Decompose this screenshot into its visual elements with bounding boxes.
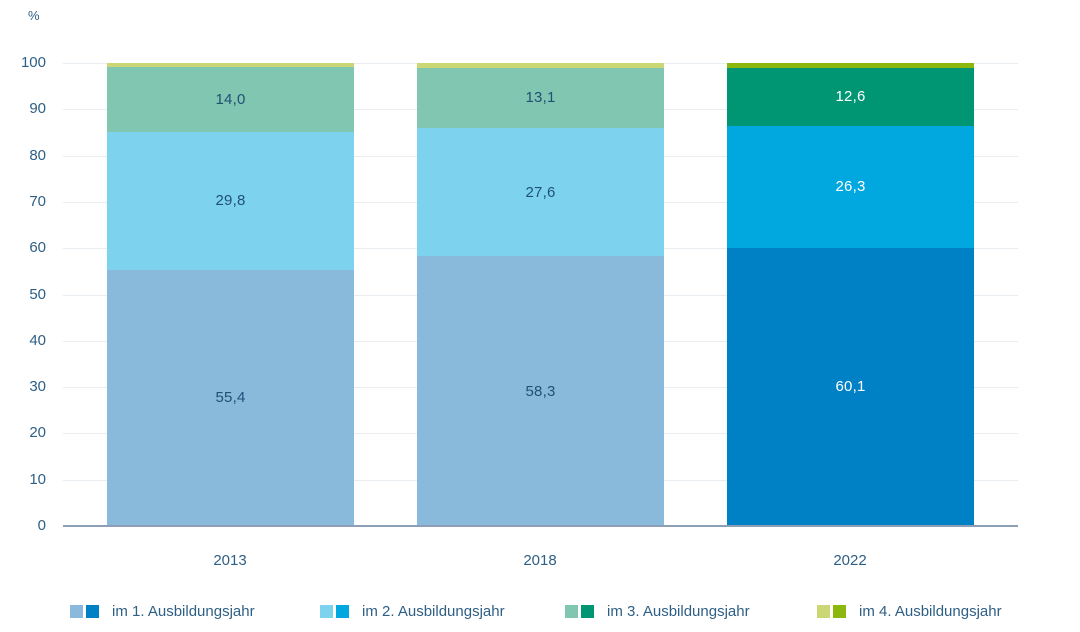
legend-swatch-dark-icon (833, 604, 846, 618)
y-tick-label-10: 10 (29, 470, 46, 488)
bar-segment-2022-series-3: 12,6 (727, 67, 974, 126)
bar-segment-2022-series-1: 60,1 (727, 247, 974, 526)
y-tick-label-20: 20 (29, 424, 46, 442)
value-label: 12,6 (835, 88, 866, 106)
bar-segment-2013-series-1: 55,4 (107, 269, 354, 526)
x-axis-line (63, 525, 1018, 527)
y-axis-unit-label: % (28, 8, 40, 23)
y-tick-label-80: 80 (29, 146, 46, 164)
value-label: 14,0 (215, 90, 246, 108)
legend-item-3: im 3. Ausbildungsjahr (565, 602, 750, 620)
bar-segment-2013-series-4 (107, 63, 354, 67)
bar-2018: 58,3 27,6 13,1 (417, 63, 664, 526)
plot-area: 55,4 29,8 14,0 58,3 27,6 13,1 60,1 26,3 12,6 (63, 63, 1018, 527)
x-tick-label-2022: 2022 (833, 552, 867, 569)
bar-segment-2018-series-2: 27,6 (417, 128, 664, 257)
legend-swatch-dark-icon (336, 604, 349, 618)
x-tick-label-2018: 2018 (523, 552, 557, 569)
legend-swatch-light-icon (320, 604, 333, 618)
y-tick-label-60: 60 (29, 239, 46, 257)
y-tick-label-40: 40 (29, 331, 46, 349)
legend-swatch-light-icon (70, 604, 83, 618)
value-label: 58,3 (525, 382, 556, 400)
bar-segment-2018-series-4 (417, 63, 664, 68)
legend-item-1: im 1. Ausbildungsjahr (70, 602, 255, 620)
legend-item-4: im 4. Ausbildungsjahr (817, 602, 1002, 620)
y-tick-label-50: 50 (29, 285, 46, 303)
bar-segment-2022-series-2: 26,3 (727, 125, 974, 248)
value-label: 60,1 (835, 378, 866, 396)
y-tick-label-70: 70 (29, 192, 46, 210)
y-tick-label-90: 90 (29, 100, 46, 118)
y-tick-label-100: 100 (20, 54, 46, 71)
legend-label: im 1. Ausbildungsjahr (112, 602, 255, 620)
bar-segment-2018-series-3: 13,1 (417, 67, 664, 129)
bar-2022: 60,1 26,3 12,6 (727, 63, 974, 526)
legend-swatch-light-icon (817, 604, 830, 618)
bar-segment-2013-series-3: 14,0 (107, 66, 354, 132)
legend-swatch-dark-icon (581, 604, 594, 618)
legend-label: im 3. Ausbildungsjahr (607, 602, 750, 620)
legend-item-2: im 2. Ausbildungsjahr (320, 602, 505, 620)
legend-swatch-dark-icon (86, 604, 99, 618)
y-tick-label-0: 0 (37, 517, 46, 534)
value-label: 29,8 (215, 192, 246, 210)
bar-segment-2013-series-2: 29,8 (107, 131, 354, 270)
value-label: 27,6 (525, 183, 556, 201)
x-tick-label-2013: 2013 (213, 552, 247, 569)
bar-segment-2018-series-1: 58,3 (417, 256, 664, 526)
legend-label: im 2. Ausbildungsjahr (362, 602, 505, 620)
value-label: 55,4 (215, 389, 246, 407)
bar-segment-2022-series-4 (727, 63, 974, 68)
y-tick-label-30: 30 (29, 378, 46, 396)
value-label: 13,1 (525, 89, 556, 107)
legend-label: im 4. Ausbildungsjahr (859, 602, 1002, 620)
value-label: 26,3 (835, 178, 866, 196)
bar-2013: 55,4 29,8 14,0 (107, 63, 354, 526)
legend-swatch-light-icon (565, 604, 578, 618)
